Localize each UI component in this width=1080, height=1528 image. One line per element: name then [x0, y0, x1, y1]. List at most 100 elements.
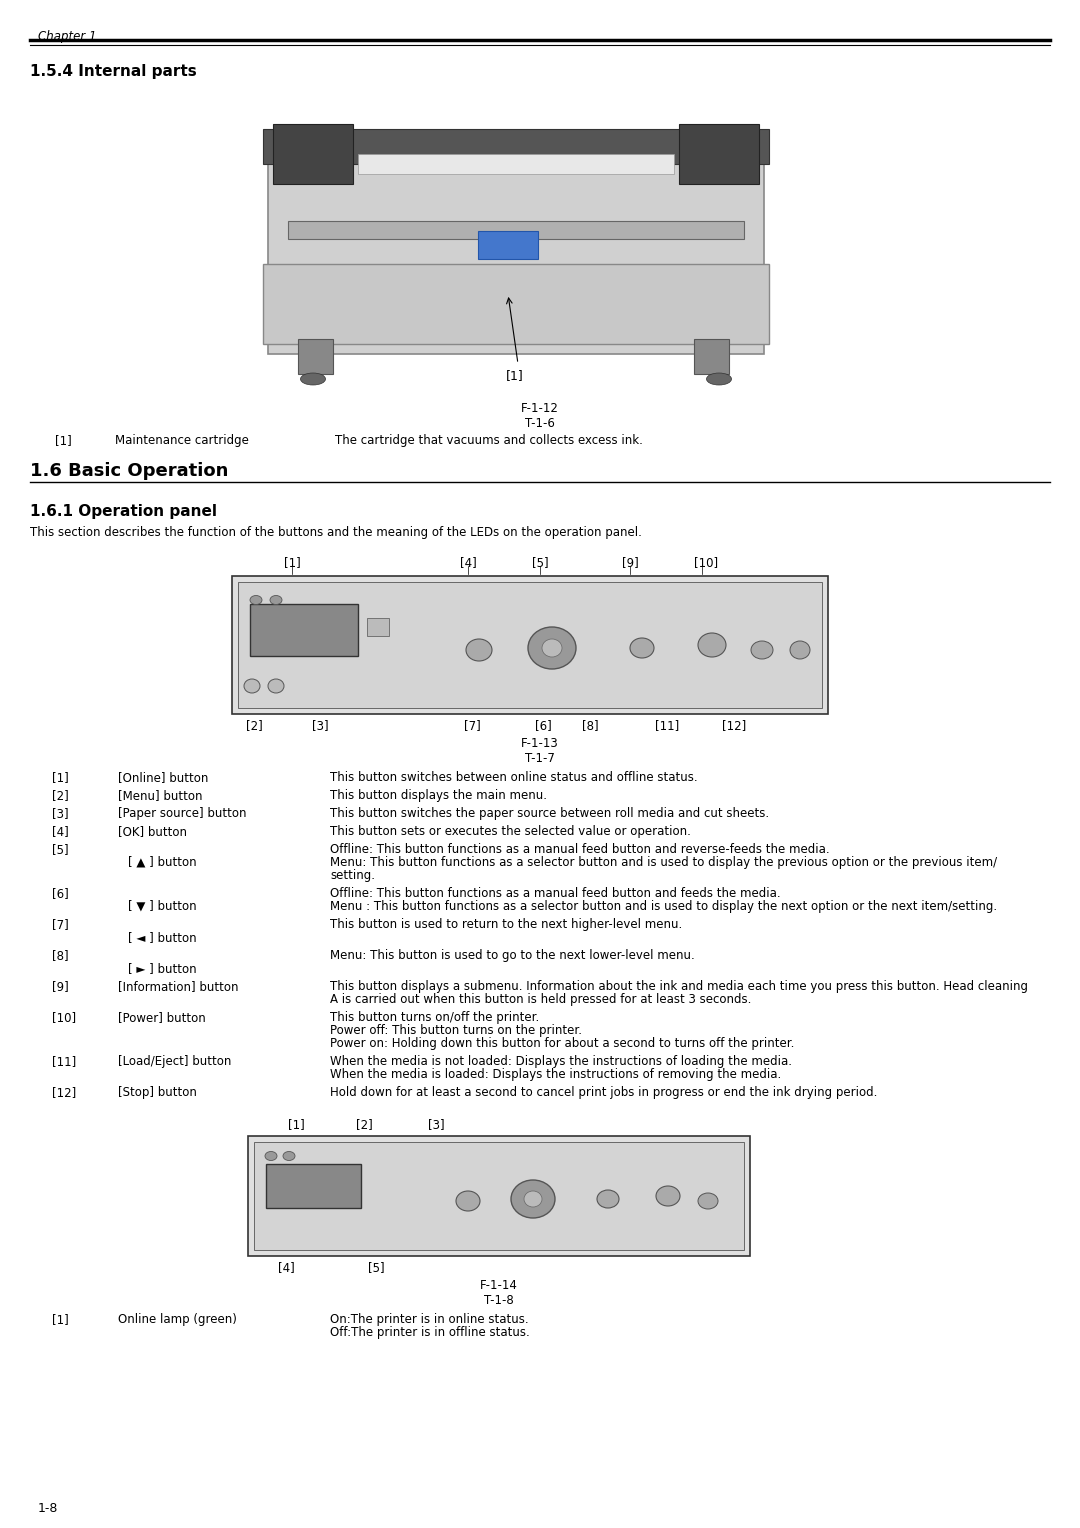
Text: [1]: [1]	[288, 1118, 305, 1131]
Text: The cartridge that vacuums and collects excess ink.: The cartridge that vacuums and collects …	[335, 434, 643, 448]
Text: [3]: [3]	[52, 807, 69, 821]
Bar	[248, 1135, 750, 1256]
Ellipse shape	[268, 678, 284, 694]
Text: Menu : This button functions as a selector button and is used to display the nex: Menu : This button functions as a select…	[330, 900, 997, 914]
Text: Hold down for at least a second to cancel print jobs in progress or end the ink : Hold down for at least a second to cance…	[330, 1086, 877, 1099]
Ellipse shape	[706, 373, 731, 385]
Text: When the media is loaded: Displays the instructions of removing the media.: When the media is loaded: Displays the i…	[330, 1068, 781, 1080]
Text: Online lamp (green): Online lamp (green)	[118, 1313, 237, 1326]
Text: When the media is not loaded: Displays the instructions of loading the media.: When the media is not loaded: Displays t…	[330, 1054, 792, 1068]
Text: This button sets or executes the selected value or operation.: This button sets or executes the selecte…	[330, 825, 691, 837]
Text: [Online] button: [Online] button	[118, 772, 208, 784]
Text: Menu: This button functions as a selector button and is used to display the prev: Menu: This button functions as a selecto…	[330, 856, 997, 869]
Text: F-1-13: F-1-13	[522, 736, 558, 750]
Text: [ ► ] button: [ ► ] button	[129, 963, 197, 975]
Text: F-1-14: F-1-14	[481, 1279, 518, 1293]
Ellipse shape	[597, 1190, 619, 1209]
Text: Menu: This button is used to go to the next lower-level menu.: Menu: This button is used to go to the n…	[330, 949, 694, 963]
Bar	[367, 617, 389, 636]
Text: [5]: [5]	[52, 843, 69, 856]
Text: Off:The printer is in offline status.: Off:The printer is in offline status.	[330, 1326, 530, 1339]
Text: This button displays the main menu.: This button displays the main menu.	[330, 788, 546, 802]
Text: [Load/Eject] button: [Load/Eject] button	[118, 1054, 231, 1068]
Text: This section describes the function of the buttons and the meaning of the LEDs o: This section describes the function of t…	[30, 526, 642, 539]
Ellipse shape	[698, 633, 726, 657]
Text: [11]: [11]	[52, 1054, 77, 1068]
Text: [Stop] button: [Stop] button	[118, 1086, 197, 1099]
Ellipse shape	[542, 639, 562, 657]
Ellipse shape	[265, 1152, 276, 1160]
Text: [ ▼ ] button: [ ▼ ] button	[129, 900, 197, 914]
Text: This button turns on/off the printer.: This button turns on/off the printer.	[330, 1012, 539, 1024]
Text: [12]: [12]	[52, 1086, 77, 1099]
Ellipse shape	[283, 1152, 295, 1160]
Text: This button displays a submenu. Information about the ink and media each time yo: This button displays a submenu. Informat…	[330, 979, 1028, 993]
Text: 1-8: 1-8	[38, 1502, 58, 1514]
Bar	[232, 576, 828, 714]
Text: T-1-8: T-1-8	[484, 1294, 514, 1306]
Text: 1.6.1 Operation panel: 1.6.1 Operation panel	[30, 504, 217, 520]
Text: Chapter 1: Chapter 1	[38, 31, 96, 43]
Ellipse shape	[244, 678, 260, 694]
Text: On:The printer is in online status.: On:The printer is in online status.	[330, 1313, 528, 1326]
Text: [4]: [4]	[460, 556, 476, 568]
Bar	[694, 339, 729, 374]
Text: T-1-6: T-1-6	[525, 417, 555, 429]
Bar	[264, 128, 769, 163]
Text: setting.: setting.	[330, 869, 375, 882]
Text: F-1-12: F-1-12	[521, 402, 559, 416]
Text: Power on: Holding down this button for about a second to turns off the printer.: Power on: Holding down this button for a…	[330, 1038, 795, 1050]
Ellipse shape	[511, 1180, 555, 1218]
Text: This button is used to return to the next higher-level menu.: This button is used to return to the nex…	[330, 918, 683, 931]
Text: Offline: This button functions as a manual feed button and reverse-feeds the med: Offline: This button functions as a manu…	[330, 843, 829, 856]
Text: Maintenance cartridge: Maintenance cartridge	[114, 434, 248, 448]
Text: This button switches between online status and offline status.: This button switches between online stat…	[330, 772, 698, 784]
Bar	[288, 222, 744, 238]
Ellipse shape	[698, 1193, 718, 1209]
Text: [Menu] button: [Menu] button	[118, 788, 203, 802]
Text: Power off: This button turns on the printer.: Power off: This button turns on the prin…	[330, 1024, 582, 1038]
Ellipse shape	[751, 642, 773, 659]
Ellipse shape	[528, 626, 576, 669]
Text: Offline: This button functions as a manual feed button and feeds the media.: Offline: This button functions as a manu…	[330, 886, 781, 900]
Text: [7]: [7]	[464, 720, 481, 732]
Text: [Information] button: [Information] button	[118, 979, 239, 993]
Ellipse shape	[524, 1190, 542, 1207]
Text: T-1-7: T-1-7	[525, 752, 555, 766]
Bar	[298, 339, 333, 374]
Text: [1]: [1]	[284, 556, 300, 568]
Text: [4]: [4]	[278, 1261, 295, 1274]
Text: [4]: [4]	[52, 825, 69, 837]
Text: [8]: [8]	[582, 720, 598, 732]
Ellipse shape	[456, 1190, 480, 1212]
Text: [12]: [12]	[723, 720, 746, 732]
Text: [5]: [5]	[368, 1261, 384, 1274]
Ellipse shape	[270, 596, 282, 605]
Bar	[273, 124, 353, 183]
Text: [9]: [9]	[622, 556, 638, 568]
Text: [5]: [5]	[532, 556, 549, 568]
Text: 1.5.4 Internal parts: 1.5.4 Internal parts	[30, 64, 197, 79]
Ellipse shape	[656, 1186, 680, 1206]
Text: [10]: [10]	[52, 1012, 76, 1024]
Bar	[679, 124, 759, 183]
Text: [ ▲ ] button: [ ▲ ] button	[129, 856, 197, 869]
Text: [9]: [9]	[52, 979, 69, 993]
Ellipse shape	[249, 596, 262, 605]
Text: [6]: [6]	[535, 720, 552, 732]
Text: [2]: [2]	[356, 1118, 373, 1131]
Text: [3]: [3]	[428, 1118, 445, 1131]
Text: [7]: [7]	[52, 918, 69, 931]
Text: [2]: [2]	[52, 788, 69, 802]
Ellipse shape	[465, 639, 492, 662]
Text: [1]: [1]	[507, 368, 524, 382]
Ellipse shape	[789, 642, 810, 659]
Text: [6]: [6]	[52, 886, 69, 900]
Bar	[248, 84, 784, 384]
Bar	[268, 144, 764, 354]
Text: [Power] button: [Power] button	[118, 1012, 206, 1024]
Text: [3]: [3]	[312, 720, 328, 732]
Text: This button switches the paper source between roll media and cut sheets.: This button switches the paper source be…	[330, 807, 769, 821]
Bar	[249, 604, 357, 656]
Text: A is carried out when this button is held pressed for at least 3 seconds.: A is carried out when this button is hel…	[330, 993, 752, 1005]
